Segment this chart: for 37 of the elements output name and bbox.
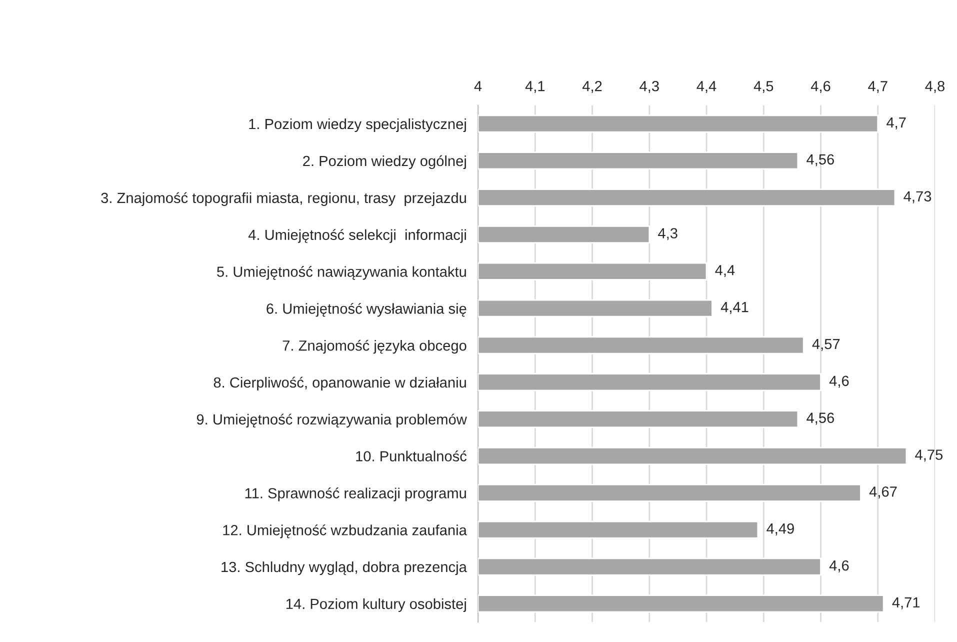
- x-tick-label: 4,4: [696, 81, 716, 94]
- y-tick-label: 11. Sprawność realizacji programu: [245, 488, 466, 502]
- data-label: 4,7: [886, 117, 906, 130]
- x-tick-label: 4,3: [640, 80, 659, 94]
- data-label: 4,3: [658, 228, 678, 240]
- x-tick-label: 4,7: [868, 81, 888, 94]
- y-tick-label: 10. Punktualność: [356, 450, 467, 462]
- data-label: 4,4: [715, 265, 735, 278]
- x-tick-label: 4,5: [754, 81, 774, 94]
- data-label: 4,6: [829, 376, 849, 388]
- x-tick-label: 4,2: [582, 80, 602, 94]
- data-label: 4,56: [806, 154, 834, 166]
- x-tick-label: 4,6: [810, 80, 830, 94]
- x-tick-label: 4,1: [525, 81, 545, 94]
- data-label: 4,6: [829, 560, 849, 572]
- data-label: 4,75: [915, 450, 943, 462]
- y-tick-label: 6. Umiejętność wysławiania się: [266, 302, 466, 317]
- data-label: 4,41: [720, 302, 748, 314]
- y-tick-label: 14. Poziom kultury osobistej: [286, 598, 466, 612]
- y-tick-label: 3. Znajomość topografii miasta, regionu, trasy przejazdu: [101, 192, 466, 206]
- y-tick-label: 7. Znajomość języka obcego: [282, 340, 466, 354]
- data-label: 4,49: [766, 523, 794, 536]
- data-label: 4,57: [812, 338, 840, 351]
- y-tick-label: 12. Umiejętność wzbudzania zaufania: [223, 524, 467, 538]
- data-label: 4,67: [869, 486, 897, 499]
- x-tick-label: 4,8: [925, 80, 944, 94]
- y-tick-label: 1. Poziom wiedzy specjalistycznej: [249, 118, 466, 132]
- data-label: 4,73: [904, 191, 932, 204]
- y-tick-label: 13. Schludny wygląd, dobra prezencja: [222, 561, 467, 576]
- y-tick-label: 9. Umiejętność rozwiązywania problemów: [196, 414, 467, 428]
- y-tick-label: 8. Cierpliwość, opanowanie w działaniu: [214, 376, 466, 391]
- y-tick-label: 5. Umiejętność nawiązywania kontaktu: [217, 266, 466, 280]
- data-label: 4,56: [806, 412, 834, 425]
- y-tick-label: 4. Umiejętność selekcji informacji: [248, 229, 466, 243]
- data-label: 4,71: [892, 597, 920, 610]
- x-tick-label: 4: [474, 81, 482, 92]
- y-tick-label: 2. Poziom wiedzy ogólnej: [303, 155, 466, 170]
